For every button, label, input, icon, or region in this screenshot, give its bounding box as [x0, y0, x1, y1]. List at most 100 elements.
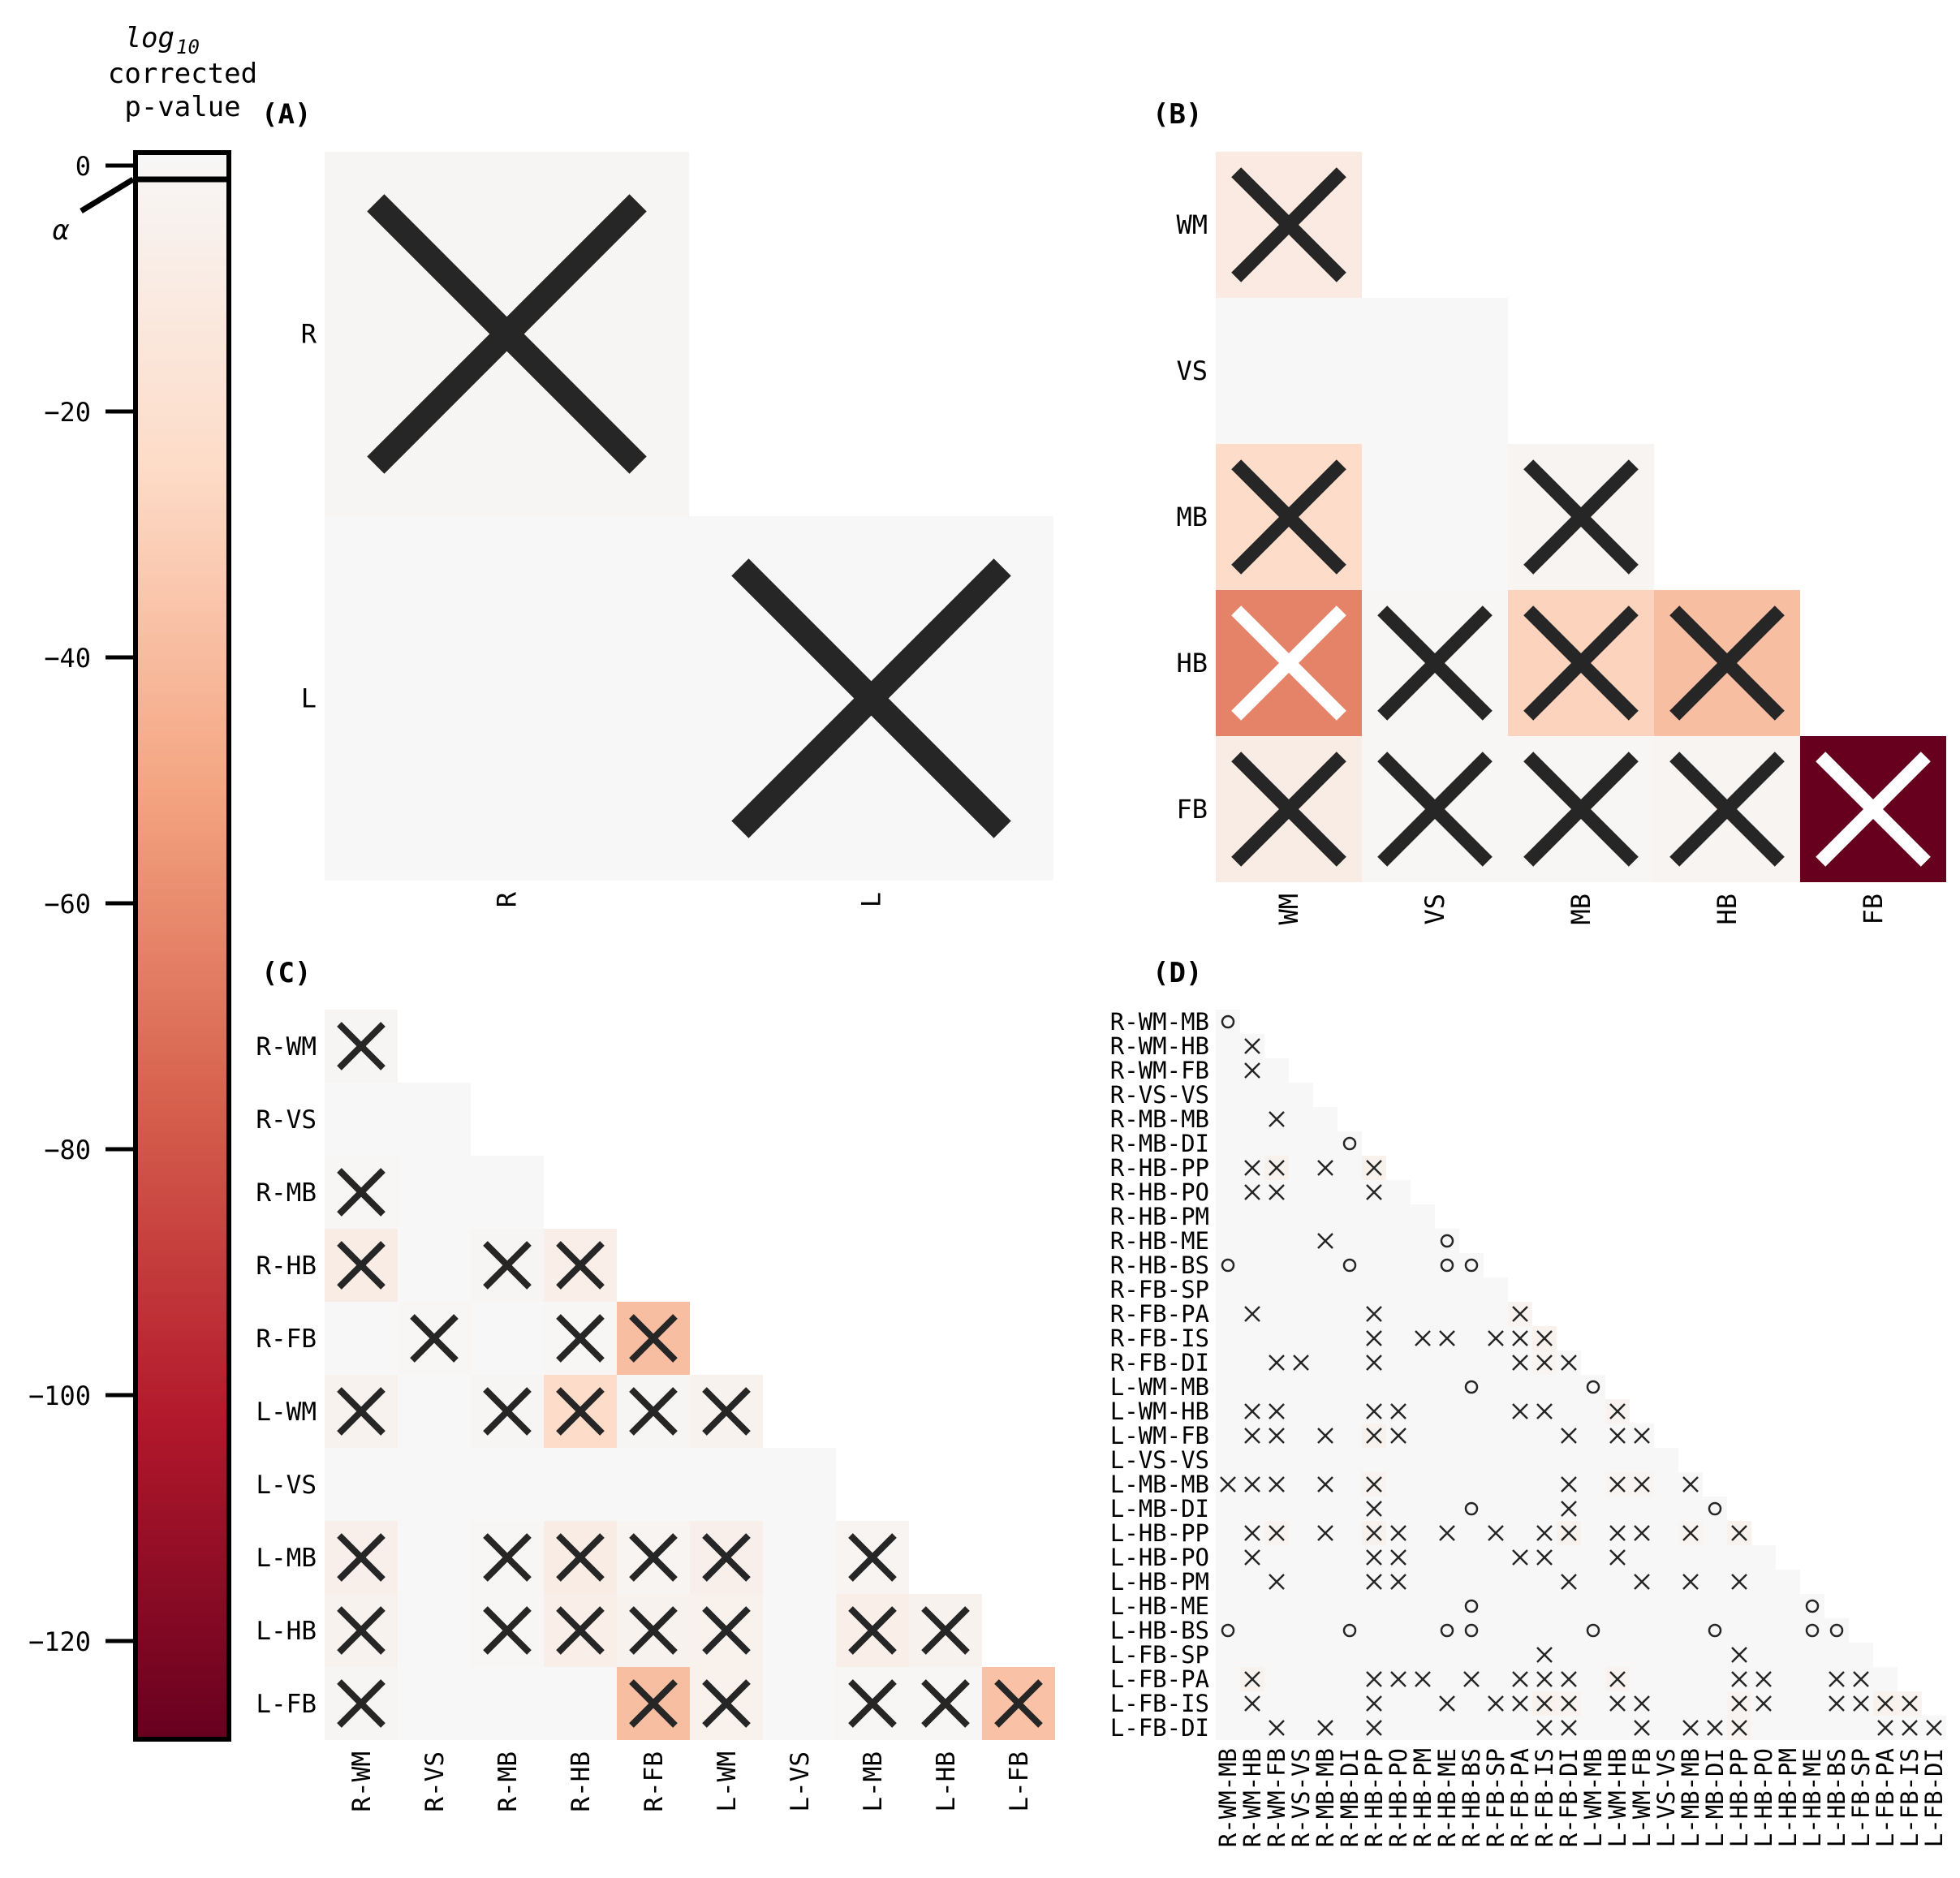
significance-circle-mark	[1342, 1258, 1357, 1273]
heatmap-cell	[1240, 1375, 1264, 1399]
heatmap-cell	[1240, 1643, 1264, 1667]
heatmap-cell	[1313, 1302, 1338, 1326]
heatmap-cell	[1484, 1277, 1508, 1302]
heatmap-cell	[1264, 1691, 1289, 1716]
significance-cross-mark	[1390, 1525, 1406, 1541]
significance-circle-mark	[1342, 1136, 1357, 1151]
y-tick-label: VS	[1176, 355, 1208, 386]
significance-cross-mark	[1561, 1355, 1577, 1371]
heatmap-cell	[544, 1667, 617, 1740]
heatmap-cell	[1824, 1643, 1849, 1667]
colorbar: log 10 corrected p-value α 0 −20 −40 −60 −80…	[28, 22, 257, 1742]
heatmap-cell	[1459, 1277, 1484, 1302]
heatmap-cell	[1338, 1180, 1362, 1204]
heatmap-cell	[1630, 1618, 1654, 1643]
heatmap-cell	[1459, 1643, 1484, 1667]
heatmap-cell	[1240, 1107, 1264, 1131]
y-tick-label: WM	[1176, 209, 1208, 240]
heatmap-cell	[1216, 1058, 1240, 1083]
heatmap-cell	[1216, 1350, 1240, 1375]
significance-cross-mark	[1536, 1695, 1553, 1712]
heatmap-cell	[398, 1375, 471, 1448]
x-tick-label: R-HB-PO	[1385, 1748, 1412, 1847]
heatmap-cell	[1240, 1716, 1264, 1740]
heatmap-cell	[1386, 1448, 1411, 1472]
heatmap-cell	[1411, 1691, 1435, 1716]
significance-cross-mark	[367, 194, 647, 474]
heatmap-cell	[1216, 1253, 1240, 1277]
x-tick-label: L-FB-PA	[1872, 1748, 1899, 1847]
heatmap-cell	[1362, 1229, 1386, 1253]
y-tick-label: L-HB-ME	[1110, 1592, 1209, 1620]
x-tick-label: L-WM-FB	[1628, 1748, 1656, 1847]
heatmap-cell	[1703, 1691, 1727, 1716]
heatmap-cell	[1362, 444, 1508, 590]
significance-cross-mark	[848, 1533, 897, 1582]
heatmap-cell	[1605, 1594, 1630, 1618]
heatmap-cell	[1338, 1350, 1362, 1375]
heatmap-cell	[1484, 1472, 1508, 1497]
heatmap-cell	[1386, 1277, 1411, 1302]
heatmap-cell	[1508, 1424, 1532, 1448]
heatmap-cell	[1264, 1448, 1289, 1472]
heatmap-cell	[1386, 1716, 1411, 1740]
colorbar-title-line2: corrected	[108, 58, 257, 90]
y-tick-label: L-MB	[256, 1544, 317, 1573]
significance-cross-mark	[1561, 1525, 1577, 1541]
x-tick-label: R-VS-VS	[1287, 1748, 1315, 1847]
significance-circle-mark	[1805, 1623, 1820, 1638]
heatmap-cell	[1435, 1350, 1459, 1375]
significance-cross-mark	[1634, 1695, 1650, 1712]
heatmap-cell	[1605, 1716, 1630, 1740]
significance-cross-mark	[556, 1606, 605, 1655]
significance-cross-mark	[1244, 1671, 1260, 1687]
significance-cross-mark	[1731, 1695, 1747, 1712]
heatmap-cell	[1703, 1618, 1727, 1643]
x-tick-label: L-FB-IS	[1896, 1748, 1923, 1847]
heatmap-cell	[1484, 1667, 1508, 1691]
significance-cross-mark	[1634, 1428, 1650, 1444]
x-tick-label: R-MB	[493, 1751, 523, 1812]
significance-cross-mark	[702, 1387, 751, 1436]
heatmap-cell	[1338, 1594, 1362, 1618]
significance-cross-mark	[1463, 1671, 1480, 1687]
heatmap-cell	[1654, 1497, 1678, 1521]
heatmap-cell	[1581, 1570, 1605, 1594]
heatmap-cell	[1776, 1643, 1800, 1667]
y-tick-label: L-VS	[256, 1471, 317, 1500]
heatmap-cell	[1240, 1253, 1264, 1277]
heatmap-cell	[1581, 1399, 1605, 1424]
heatmap-cell	[763, 1521, 836, 1594]
significance-cross-mark	[1439, 1330, 1455, 1346]
significance-cross-mark	[994, 1679, 1043, 1728]
heatmap-cell	[1751, 1618, 1776, 1643]
significance-cross-mark	[1634, 1574, 1650, 1590]
y-tick-label: R-MB-DI	[1110, 1130, 1209, 1157]
heatmap-cell	[1289, 1618, 1313, 1643]
y-tick-label: R-HB-BS	[1110, 1251, 1209, 1279]
y-tick-label: R-FB-PA	[1110, 1300, 1209, 1328]
y-tick-label: L-MB-DI	[1110, 1495, 1209, 1523]
x-tick-label: L-HB-PM	[1774, 1748, 1802, 1847]
heatmap-cell	[1411, 1448, 1435, 1472]
x-tick-label: L-FB-DI	[1920, 1748, 1948, 1847]
x-tick-label: R	[492, 891, 523, 907]
heatmap-cell	[1216, 1691, 1240, 1716]
heatmap-cell	[1289, 1277, 1313, 1302]
heatmap-cell	[1289, 1570, 1313, 1594]
heatmap-cell	[1557, 1399, 1581, 1424]
heatmap-cell	[1678, 1618, 1703, 1643]
colorbar-title-subscript: 10	[176, 36, 200, 58]
significance-cross-mark	[1536, 1525, 1553, 1541]
heatmap-cell	[1338, 1399, 1362, 1424]
heatmap-cell	[1435, 1545, 1459, 1570]
significance-cross-mark	[556, 1533, 605, 1582]
heatmap-cell	[1289, 1229, 1313, 1253]
heatmap-cell	[1289, 1253, 1313, 1277]
heatmap-cell	[1581, 1472, 1605, 1497]
significance-cross-mark	[1366, 1720, 1382, 1736]
significance-cross-mark	[1390, 1671, 1406, 1687]
heatmap-cell	[1605, 1448, 1630, 1472]
x-tick-label: L-MB	[859, 1751, 888, 1812]
significance-circle-mark	[1464, 1258, 1479, 1273]
